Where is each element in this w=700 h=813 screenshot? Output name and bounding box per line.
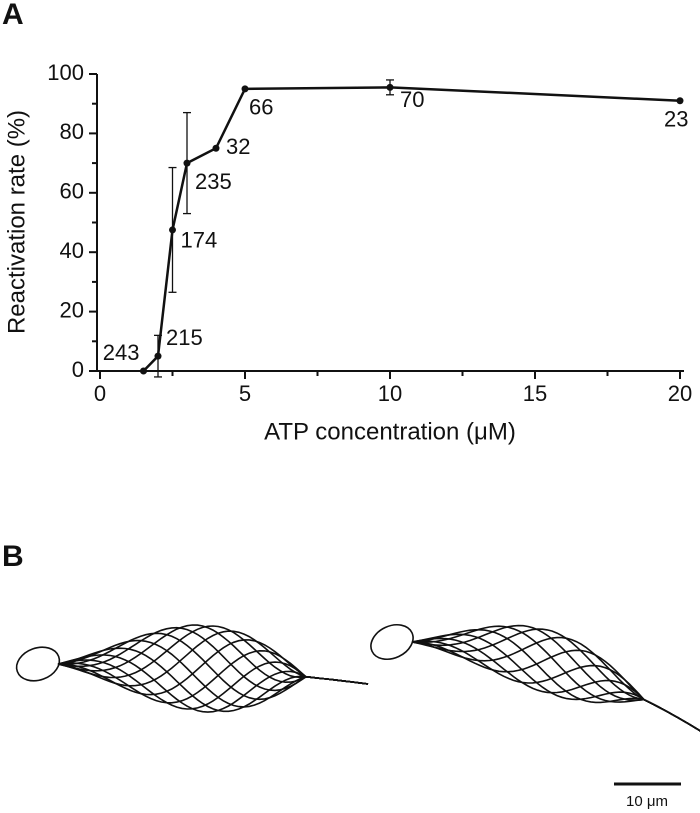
n-label: 32	[226, 134, 250, 159]
data-point	[140, 367, 147, 375]
panel-label: B	[2, 540, 24, 573]
x-axis-title: ATP concentration (μM)	[264, 418, 516, 445]
flagellum-trace	[411, 629, 700, 732]
flagellum-trace	[411, 637, 700, 732]
x-tick-label: 20	[668, 381, 692, 406]
n-label: 215	[166, 325, 203, 350]
y-tick-label: 80	[60, 119, 84, 144]
flagellum-trace	[411, 624, 700, 732]
x-tick-label: 10	[378, 381, 402, 406]
data-point	[386, 83, 394, 91]
y-tick-label: 40	[60, 238, 84, 263]
data-line	[142, 86, 681, 372]
data-point	[212, 144, 220, 152]
x-tick-label: 5	[239, 381, 251, 406]
data-point	[154, 352, 162, 360]
panel-label: A	[2, 0, 24, 31]
flagellum-trace	[57, 639, 369, 696]
x-tick-label: 15	[523, 381, 547, 406]
flagellum-trace	[57, 632, 369, 701]
y-tick-label: 60	[60, 179, 84, 204]
data-point	[241, 85, 249, 93]
flagellum-trace	[411, 636, 700, 732]
y-tick-label: 20	[60, 297, 84, 322]
x-tick-label: 0	[94, 381, 106, 406]
n-label: 66	[249, 95, 273, 120]
n-label: 235	[195, 169, 232, 194]
sperm-head	[15, 646, 61, 682]
flagellum-trace	[57, 639, 369, 708]
n-label: 174	[181, 228, 218, 253]
n-label: 70	[400, 87, 424, 112]
data-point	[169, 226, 176, 234]
n-label: 243	[103, 340, 140, 365]
waveform-drawings	[15, 623, 700, 732]
scale-bar-label: 10 μm	[626, 793, 668, 810]
data-point	[676, 97, 684, 105]
y-tick-label: 0	[72, 357, 84, 382]
flagellum-trace	[57, 659, 369, 710]
n-label: 23	[664, 107, 688, 132]
sperm-head	[370, 623, 414, 661]
flagellum-trace	[57, 630, 369, 687]
y-tick-label: 100	[47, 60, 84, 85]
data-point	[183, 159, 191, 167]
y-axis-title: Reactivation rate (%)	[3, 110, 30, 334]
